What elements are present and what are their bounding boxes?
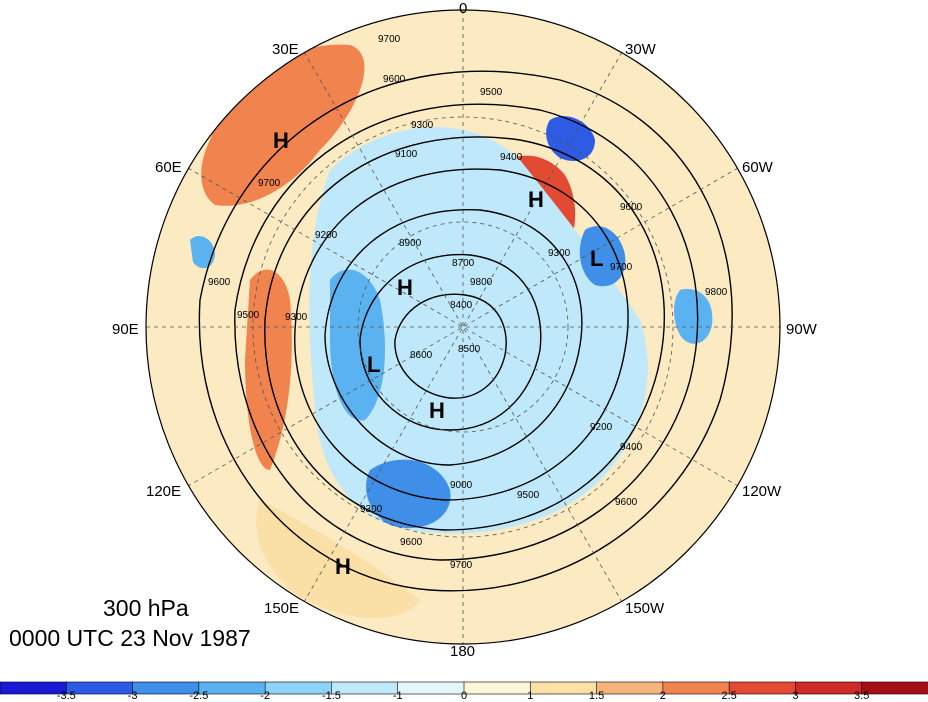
contour-label: 9000 (450, 480, 473, 491)
contour-label: 9600 (383, 74, 406, 85)
colorbar-tick-label: -3 (127, 690, 138, 702)
colorbar-swatch (861, 681, 928, 695)
colorbar-swatch (728, 681, 797, 695)
colorbar-swatch (795, 681, 863, 695)
colorbar (0, 681, 928, 695)
colorbar-tick-label: 2.5 (721, 690, 737, 702)
contour-label: 9300 (360, 504, 383, 515)
lon-label-120e: 120E (146, 483, 182, 500)
lon-label-150e: 150E (264, 600, 300, 617)
lon-label-90w: 90W (786, 321, 817, 338)
warm-anomaly-ural (201, 44, 365, 206)
lon-label-120w: 120W (742, 483, 782, 500)
level-title: 300 hPa (103, 595, 189, 621)
lon-label-150w: 150W (625, 600, 665, 617)
warm-anomaly-pacific (256, 500, 420, 619)
colorbar-swatch (397, 681, 465, 695)
contour-label: 9800 (705, 287, 728, 298)
contour-label: 9500 (517, 490, 540, 501)
colorbar-tick-label: -2 (260, 690, 271, 702)
contour-label: 9100 (395, 149, 418, 160)
colorbar-tick-label: -2.5 (189, 690, 209, 702)
lon-label-180: 180 (450, 643, 476, 660)
contour-label: 9400 (500, 152, 523, 163)
contour-label: 9600 (620, 202, 643, 213)
cold-anomaly-caspian (190, 235, 215, 269)
contour-label: 9600 (400, 537, 423, 548)
low-east-siberia-label: L (367, 352, 380, 377)
contour-label: 9300 (411, 120, 434, 131)
high-siberia-label: H (397, 275, 413, 300)
colorbar-tick-label: -3.5 (56, 690, 76, 702)
high-beaufort-label: H (429, 398, 445, 423)
map-boundary (145, 9, 781, 645)
lon-label-0: 0 (459, 0, 468, 17)
contour-label: 9700 (258, 178, 281, 189)
contour-label: 9500 (480, 87, 503, 98)
lon-label-30w: 30W (625, 41, 656, 58)
high-pacific-label: H (335, 554, 351, 579)
colorbar-tick-label: 2 (659, 690, 666, 702)
contour-label: 8900 (399, 238, 422, 249)
contour-label: 9200 (590, 422, 613, 433)
contour-label: 9700 (450, 560, 473, 571)
cold-anomaly-arctic (309, 127, 648, 534)
high-greenland-label: H (528, 187, 544, 212)
colorbar-swatch (463, 681, 532, 695)
colorbar-tick-label: 1 (527, 690, 534, 702)
lon-label-90e: 90E (112, 321, 139, 338)
lon-label-60e: 60E (155, 159, 182, 176)
contour-label: 9300 (548, 248, 571, 259)
contour-label: 9800 (470, 277, 493, 288)
colorbar-swatch (65, 681, 134, 695)
colorbar-tick-label: -1.5 (321, 690, 341, 702)
contour-label: 9600 (615, 497, 638, 508)
cold-anomaly-hudson (674, 289, 713, 344)
colorbar-tick-label: 0 (460, 690, 468, 702)
colorbar-tick-label: 3.5 (854, 690, 870, 702)
high-ural-label: H (273, 128, 289, 153)
colorbar-swatch (662, 681, 730, 695)
colorbar-tick-label: -1 (392, 690, 403, 702)
colorbar-swatch (331, 681, 399, 695)
cold-anomaly-labrador (579, 226, 626, 287)
contour-label: 8400 (450, 300, 473, 311)
lon-label-30e: 30E (272, 41, 299, 58)
lon-label-60w: 60W (742, 159, 773, 176)
low-labrador-label: L (590, 246, 603, 271)
datetime-title: 0000 UTC 23 Nov 1987 (9, 625, 251, 651)
colorbar-tick-label: 3 (792, 690, 799, 702)
colorbar-swatch (198, 681, 266, 695)
contour-label: 8600 (410, 350, 433, 361)
colorbar-tick-label: 1.5 (588, 690, 605, 702)
colorbar-swatch (529, 681, 598, 695)
colorbar-swatch (596, 681, 664, 695)
contour-label: 9700 (610, 262, 633, 273)
cold-anomaly-atlantic (546, 116, 595, 161)
contour-label: 8700 (452, 258, 475, 269)
contour-label: 9500 (237, 310, 260, 321)
contour-label: 8500 (458, 344, 481, 355)
contour-label: 9400 (620, 442, 643, 453)
contour-label: 9700 (378, 34, 401, 45)
contour-label: 9300 (285, 312, 308, 323)
contour-label: 9200 (315, 230, 338, 241)
contour-label: 9600 (208, 277, 231, 288)
